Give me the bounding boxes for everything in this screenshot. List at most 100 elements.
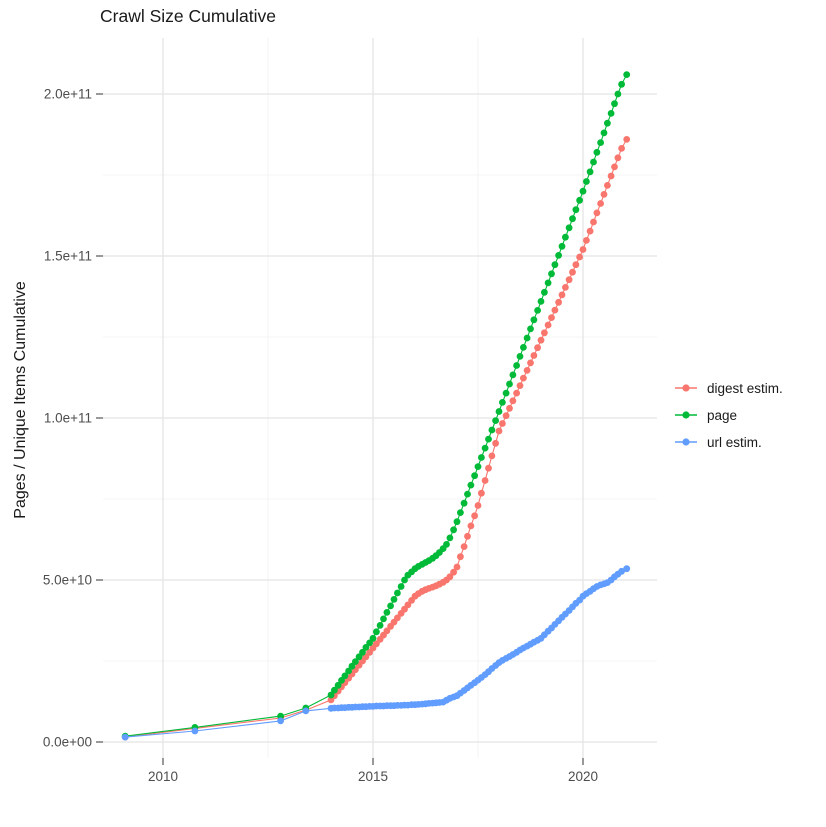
data-point — [623, 565, 631, 573]
data-point — [401, 576, 408, 584]
data-point — [600, 191, 608, 198]
data-point — [488, 426, 496, 434]
data-point — [502, 412, 510, 420]
data-point — [121, 733, 129, 741]
data-point — [481, 477, 489, 484]
chart-title: Crawl Size Cumulative — [100, 6, 277, 26]
y-tick-label: 2.0e+11 — [44, 87, 92, 102]
data-point — [548, 270, 555, 278]
data-point — [471, 512, 478, 520]
data-point — [513, 389, 520, 397]
data-point — [523, 367, 531, 374]
data-point — [387, 602, 394, 610]
data-point — [450, 526, 457, 534]
legend-label: page — [707, 407, 738, 423]
data-point — [558, 291, 566, 299]
data-point — [576, 196, 583, 204]
legend: digest estim. page url estim. — [674, 380, 783, 461]
data-point — [474, 463, 482, 470]
data-point — [359, 648, 366, 656]
data-point — [495, 427, 503, 435]
data-point — [544, 321, 552, 329]
data-point — [481, 444, 489, 452]
data-point — [513, 362, 520, 369]
data-point — [453, 563, 461, 571]
data-point — [527, 359, 534, 367]
legend-key-icon — [675, 384, 697, 392]
data-point — [492, 439, 499, 447]
data-point — [380, 615, 387, 623]
data-point — [373, 628, 380, 636]
data-point — [555, 298, 562, 306]
data-point — [562, 284, 569, 291]
data-point — [623, 71, 631, 78]
legend-key-icon — [675, 411, 697, 419]
data-point — [544, 279, 552, 287]
data-point — [520, 374, 527, 382]
data-point — [397, 583, 405, 590]
data-point — [499, 399, 506, 406]
data-point — [485, 435, 492, 443]
data-point — [590, 218, 597, 226]
y-tick-label: 0.0e+00 — [43, 735, 92, 750]
data-point — [618, 567, 625, 575]
data-point — [618, 145, 625, 152]
data-point — [530, 352, 538, 359]
data-point — [485, 464, 492, 472]
data-point — [614, 90, 622, 98]
data-point — [499, 420, 506, 427]
data-point — [597, 139, 604, 147]
data-point — [548, 314, 555, 321]
data-point — [537, 298, 545, 305]
data-point — [327, 691, 335, 699]
data-point — [558, 242, 566, 250]
data-point — [457, 509, 464, 516]
data-point — [277, 717, 284, 725]
data-point — [191, 727, 199, 735]
legend-item-digest-estim: digest estim. — [674, 380, 783, 396]
gridlines-minor — [103, 38, 657, 758]
data-point — [520, 344, 527, 351]
data-point — [579, 187, 587, 195]
gridlines-major — [103, 38, 657, 758]
data-point — [464, 532, 471, 540]
data-point — [341, 672, 349, 680]
legend-item-page: page — [674, 407, 783, 423]
data-point — [373, 640, 380, 648]
data-point — [583, 178, 590, 185]
data-point — [527, 325, 534, 333]
data-point — [541, 288, 548, 296]
data-point — [460, 543, 468, 550]
data-point — [611, 163, 618, 171]
data-point — [383, 609, 391, 616]
series-page — [121, 71, 631, 740]
data-point — [551, 261, 559, 269]
legend-label: url estim. — [707, 434, 762, 450]
data-point — [492, 417, 499, 424]
data-point — [457, 553, 464, 561]
data-point — [334, 681, 342, 689]
data-point — [331, 686, 338, 694]
data-point — [523, 334, 531, 342]
data-point — [488, 452, 496, 460]
data-point — [383, 627, 391, 635]
data-point — [583, 237, 590, 244]
data-point — [579, 246, 587, 253]
data-point — [555, 252, 562, 259]
x-tick-label: 2020 — [568, 769, 598, 784]
y-tick-label: 1.5e+11 — [44, 249, 92, 264]
y-axis-title: Pages / Unique Items Cumulative — [12, 281, 29, 519]
data-point — [537, 336, 545, 344]
data-point — [565, 224, 573, 232]
data-point — [569, 215, 576, 223]
data-point — [509, 371, 517, 379]
data-point — [604, 119, 611, 127]
series-digest-estim — [121, 136, 631, 741]
data-point — [614, 154, 622, 162]
legend-item-url-estim: url estim. — [674, 434, 783, 450]
legend-key-icon — [675, 438, 697, 446]
data-point — [607, 172, 615, 180]
data-point — [541, 329, 548, 337]
data-point — [376, 622, 384, 629]
